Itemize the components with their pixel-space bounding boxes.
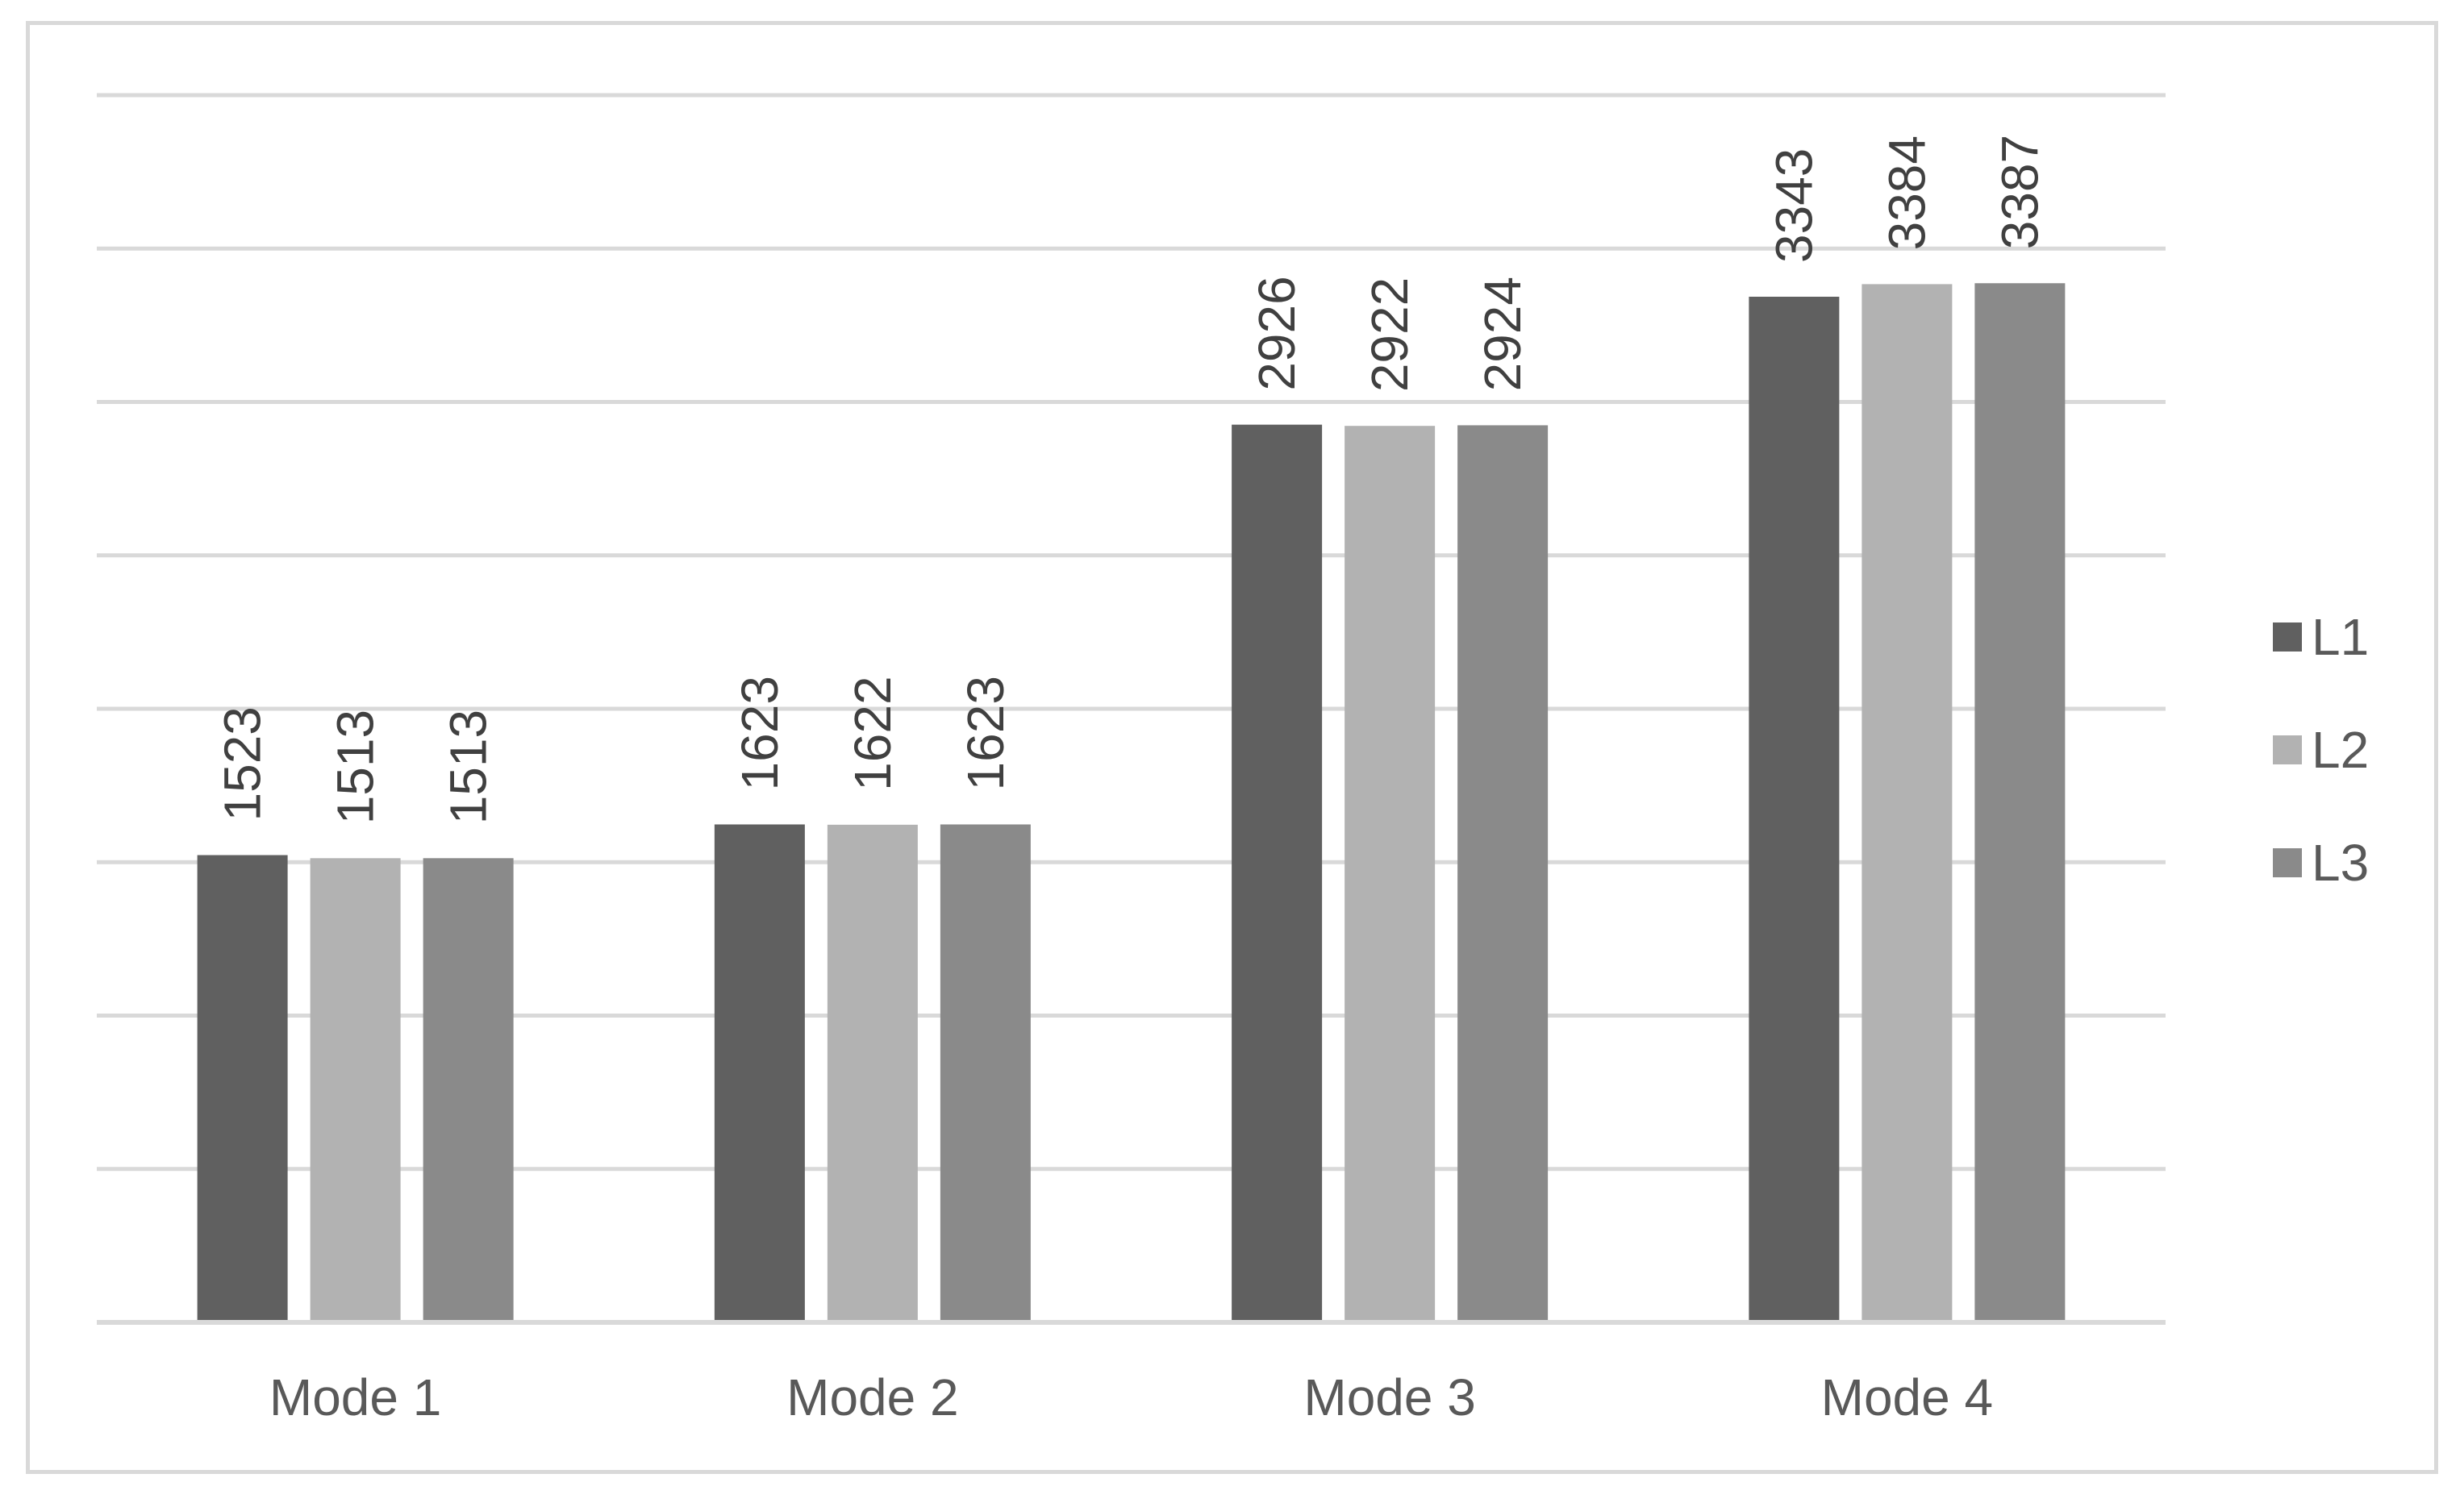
data-label: 1623 (957, 676, 1015, 790)
legend-label: L3 (2312, 834, 2369, 892)
legend-item-l3[interactable]: L3 (2273, 834, 2369, 892)
data-label: 3343 (1765, 148, 1823, 263)
x-tick-label: Mode 4 (1821, 1368, 1993, 1426)
bar-l1-mode-4 (1749, 296, 1840, 1322)
legend-swatch (2273, 848, 2302, 877)
legend-swatch (2273, 735, 2302, 764)
data-label: 3384 (1878, 135, 1936, 250)
data-label: 3387 (1991, 135, 2049, 249)
legend-label: L2 (2312, 721, 2369, 779)
data-label: 1523 (214, 706, 272, 821)
legend-item-l2[interactable]: L2 (2273, 721, 2369, 779)
bar-l1-mode-3 (1232, 424, 1323, 1322)
bar-l2-mode-4 (1862, 284, 1953, 1323)
legend-label: L1 (2312, 608, 2369, 666)
x-tick-label: Mode 2 (786, 1368, 958, 1426)
bar-l3-mode-4 (1974, 283, 2066, 1323)
data-label: 1513 (440, 710, 498, 824)
legend-swatch (2273, 622, 2302, 652)
x-tick-label: Mode 1 (269, 1368, 441, 1426)
data-labels: 1523 1513 1513 1623 1622 1623 2926 2922 2924 3343… (214, 135, 2049, 824)
x-tick-label: Mode 3 (1303, 1368, 1475, 1426)
bars (197, 283, 2066, 1323)
bar-l1-mode-1 (197, 855, 288, 1322)
data-label: 1513 (327, 710, 385, 824)
data-label: 1622 (844, 676, 902, 790)
bar-l3-mode-1 (423, 858, 514, 1322)
x-axis-tick-labels: Mode 1 Mode 2 Mode 3 Mode 4 (269, 1368, 1993, 1426)
data-label: 1623 (731, 676, 789, 790)
data-label: 2922 (1361, 277, 1419, 392)
bar-l1-mode-2 (714, 824, 805, 1322)
bar-l2-mode-3 (1345, 426, 1436, 1323)
data-label: 2926 (1248, 276, 1306, 390)
bar-l3-mode-3 (1457, 425, 1549, 1323)
legend[interactable]: L1 L2 L3 (2273, 608, 2369, 892)
gridlines (97, 93, 2166, 1172)
bar-l3-mode-2 (940, 824, 1031, 1322)
bar-l2-mode-2 (827, 824, 918, 1322)
data-label: 2924 (1474, 277, 1532, 391)
legend-item-l1[interactable]: L1 (2273, 608, 2369, 666)
bar-l2-mode-1 (310, 858, 401, 1322)
